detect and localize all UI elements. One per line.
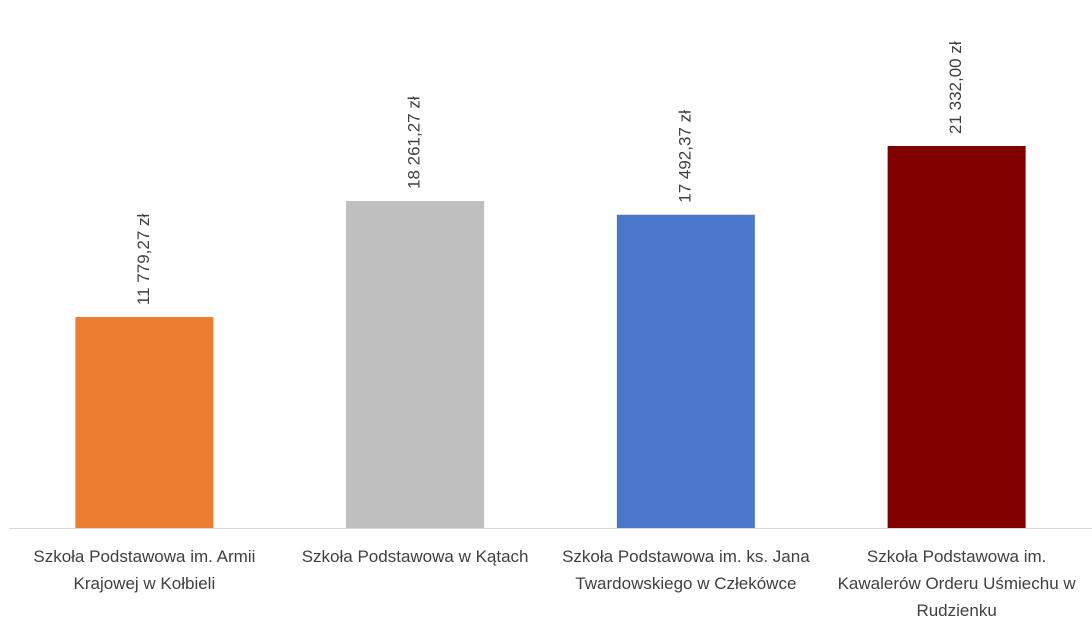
bar [887, 146, 1026, 528]
value-label: 17 492,37 zł [675, 110, 694, 203]
x-tick-label: Szkoła Podstawowa im. ks. Jana Twardowsk… [562, 547, 810, 593]
bar [616, 214, 755, 528]
x-tick-label: Szkoła Podstawowa im. Kawalerów Orderu U… [837, 547, 1076, 620]
value-label: 21 332,00 zł [946, 41, 965, 134]
value-label: 18 261,27 zł [405, 96, 424, 189]
x-tick-label: Szkoła Podstawowa w Kątach [301, 547, 529, 566]
bar [75, 317, 214, 528]
x-tick-label: Szkoła Podstawowa im. Armii Krajowej w K… [33, 547, 256, 593]
bar [346, 200, 485, 528]
value-label: 11 779,27 zł [134, 213, 153, 305]
